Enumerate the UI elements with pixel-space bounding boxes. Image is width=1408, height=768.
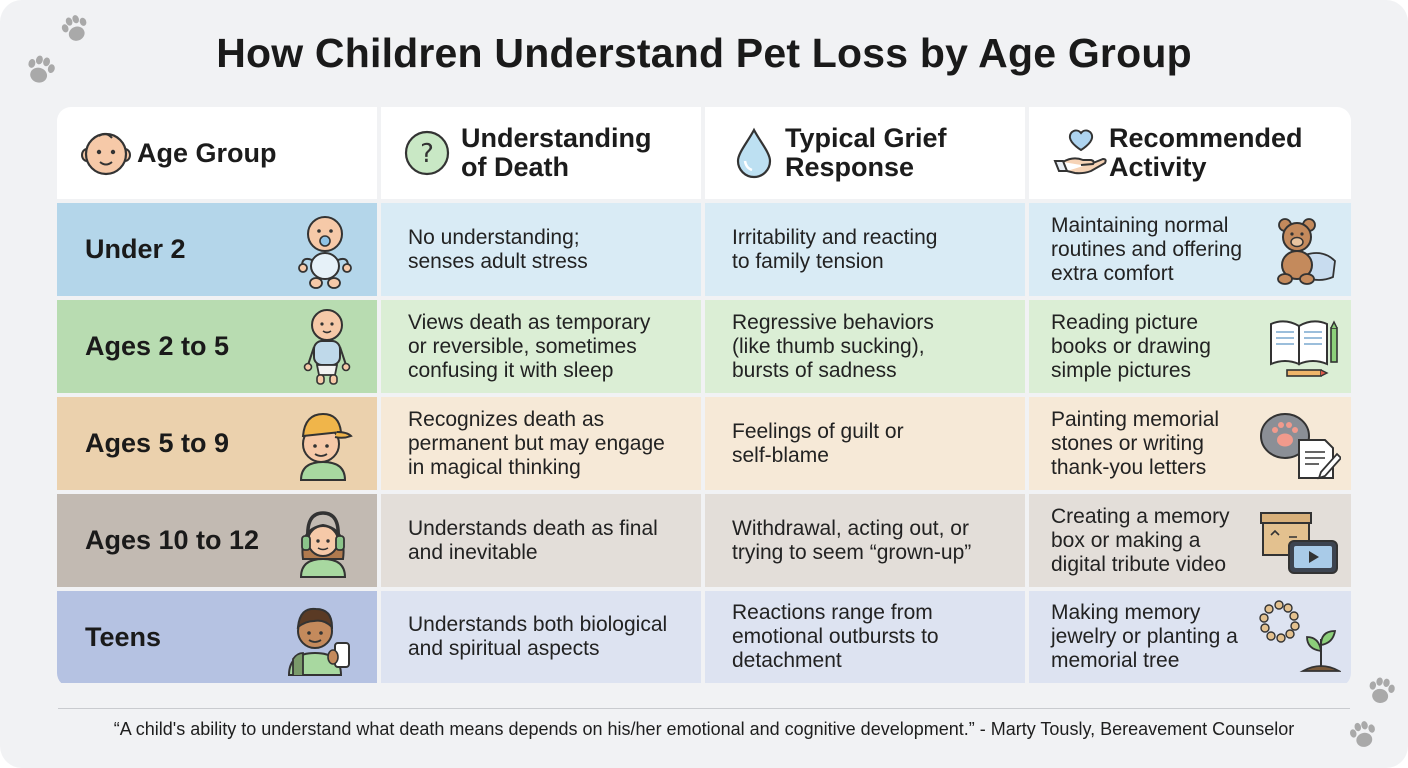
header-grief-response: Typical Grief Response: [705, 107, 1025, 199]
book-and-crayons-icon: [1270, 319, 1338, 377]
svg-text:?: ?: [420, 139, 434, 169]
age-cell-teens: Teens: [57, 591, 377, 683]
grief-cell: Reactions range from emotional outbursts…: [705, 591, 1025, 683]
activity-text: Reading picture books or drawing simple …: [1051, 311, 1211, 382]
teddy-bear-blanket-icon: [1277, 217, 1336, 285]
bracelet-and-sapling-icon: [1259, 600, 1341, 672]
grief-cell: Regressive behaviors (like thumb sucking…: [705, 300, 1025, 393]
grief-cell: Withdrawal, acting out, or trying to see…: [705, 494, 1025, 587]
understanding-text: Recognizes death as permanent but may en…: [408, 408, 665, 479]
understanding-text: Views death as temporary or reversible, …: [408, 311, 651, 382]
page-title: How Children Understand Pet Loss by Age …: [216, 30, 1192, 76]
age-cell-5-to-9: Ages 5 to 9: [57, 397, 377, 490]
activity-cell: Creating a memory box or making a digita…: [1029, 494, 1351, 587]
age-label: Teens: [85, 622, 162, 652]
activity-cell: Painting memorial stones or writing than…: [1029, 397, 1351, 490]
paw-print-icon: [61, 15, 87, 41]
understanding-cell: Understands death as final and inevitabl…: [381, 494, 701, 587]
age-group-table: Age Group ? Understanding of Death Typic…: [57, 107, 1351, 687]
header-activity: Recommended Activity: [1029, 107, 1351, 199]
activity-cell: Maintaining normal routines and offering…: [1029, 203, 1351, 296]
grief-text: Irritability and reacting to family tens…: [732, 226, 938, 273]
teardrop-icon: [736, 127, 772, 179]
baby-with-pacifier-icon: [298, 215, 352, 289]
grief-cell: Irritability and reacting to family tens…: [705, 203, 1025, 296]
understanding-cell: Understands both biological and spiritua…: [381, 591, 701, 683]
age-cell-2-to-5: Ages 2 to 5: [57, 300, 377, 393]
paw-print-icon: [28, 55, 55, 83]
grief-text: Withdrawal, acting out, or trying to see…: [732, 517, 972, 564]
activity-text: Creating a memory box or making a digita…: [1051, 505, 1230, 576]
grief-cell: Feelings of guilt or self-blame: [705, 397, 1025, 490]
age-label: Under 2: [85, 234, 186, 264]
grief-text: Regressive behaviors (like thumb sucking…: [732, 311, 934, 382]
preteen-with-headphones-icon: [299, 510, 347, 578]
age-label: Ages 2 to 5: [85, 331, 230, 361]
understanding-cell: Views death as temporary or reversible, …: [381, 300, 701, 393]
header-age-group: Age Group: [57, 107, 377, 199]
activity-cell: Making memory jewelry or planting a memo…: [1029, 591, 1351, 683]
memory-box-video-icon: [1260, 511, 1338, 574]
grief-text: Feelings of guilt or self-blame: [732, 420, 904, 467]
teen-with-phone-icon: [287, 607, 350, 676]
understanding-text: No understanding; senses adult stress: [408, 226, 588, 273]
paw-print-icon: [1369, 677, 1395, 703]
toddler-icon: [303, 308, 351, 385]
age-label: Ages 10 to 12: [85, 525, 260, 555]
header-understanding: ? Understanding of Death: [381, 107, 701, 199]
age-cell-10-to-12: Ages 10 to 12: [57, 494, 377, 587]
grief-text: Reactions range from emotional outbursts…: [732, 601, 939, 672]
header-label: Typical Grief Response: [785, 123, 947, 182]
age-cell-under-2: Under 2: [57, 203, 377, 296]
header-label: Age Group: [137, 138, 277, 168]
footer-divider: [58, 708, 1350, 709]
painted-stone-letter-icon: [1260, 412, 1341, 479]
question-circle-icon: ?: [404, 130, 450, 176]
understanding-text: Understands death as final and inevitabl…: [408, 517, 658, 564]
understanding-cell: No understanding; senses adult stress: [381, 203, 701, 296]
activity-text: Maintaining normal routines and offering…: [1051, 214, 1243, 285]
activity-text: Painting memorial stones or writing than…: [1051, 408, 1220, 479]
age-label: Ages 5 to 9: [85, 428, 230, 458]
paw-print-icon: [1349, 721, 1375, 747]
header-label: Understanding of Death: [461, 123, 652, 182]
header-label: Recommended Activity: [1109, 123, 1303, 182]
footer-quote: “A child's ability to understand what de…: [113, 719, 1295, 739]
baby-face-icon: [81, 132, 131, 176]
activity-cell: Reading picture books or drawing simple …: [1029, 300, 1351, 393]
child-with-cap-icon: [299, 412, 353, 481]
understanding-cell: Recognizes death as permanent but may en…: [381, 397, 701, 490]
understanding-text: Understands both biological and spiritua…: [408, 613, 668, 660]
heart-in-hand-icon: [1053, 129, 1107, 175]
activity-text: Making memory jewelry or planting a memo…: [1051, 601, 1238, 672]
